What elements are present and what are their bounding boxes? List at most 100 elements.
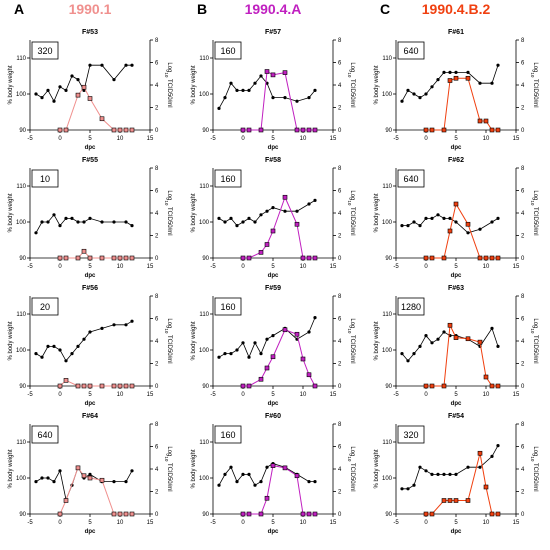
titer-point [99,383,105,389]
titer-point [483,374,489,380]
y2-label-log: Log [166,190,172,200]
body-weight-point [130,63,134,67]
y2-axis-label: Log10 TCID50/ml [531,62,539,107]
y2-axis-label: Log10 TCID50/ml [531,190,539,235]
column-letter: A [14,1,24,17]
body-weight-point [235,88,239,92]
x-axis-label: dpc [268,145,279,151]
x-tick-label: 5 [271,392,275,398]
body-weight-point [100,63,104,67]
x-axis-label: dpc [85,529,96,535]
y2-label-unit: TCID50/ml [349,205,355,235]
panel-title: F#56 [82,285,98,292]
body-weight-point [130,469,134,473]
body-weight-point [40,96,44,100]
x-tick-label: -5 [393,520,399,526]
body-weight-point [229,352,233,356]
body-weight-point [124,323,128,327]
titer-value: 1280 [401,302,421,312]
body-weight-point [223,352,227,356]
y2-tick-label: 2 [521,106,525,112]
body-weight-point [46,476,50,480]
y2-tick-label: 8 [155,294,159,300]
x-tick-label: 0 [424,520,428,526]
titer-line [243,329,316,387]
x-axis-label: dpc [85,145,96,151]
titer-point [246,383,252,389]
titer-point [87,255,93,261]
y2-tick-label: 6 [155,189,159,195]
y-tick-label: 90 [385,128,392,134]
titer-point [465,221,471,227]
x-axis-label: dpc [268,401,279,407]
body-weight-line [218,317,316,359]
body-weight-point [112,220,116,224]
x-tick-label: 0 [58,520,62,526]
titer-line [426,453,498,515]
body-weight-point [88,63,92,67]
titer-point [489,255,495,261]
x-tick-label: -5 [210,264,216,270]
body-weight-point [424,469,428,473]
titer-value: 160 [220,174,235,184]
y-axis-label: % body weight [191,449,197,488]
y2-label-sub: 10 [165,328,170,334]
x-tick-label: 10 [483,520,490,526]
titer-point [495,127,501,133]
panel-title: F#57 [265,29,281,36]
panel-title: F#62 [448,157,464,164]
body-weight-point [88,216,92,220]
body-weight-point [442,330,446,334]
x-tick-label: 15 [513,392,520,398]
x-axis-label: dpc [451,401,462,407]
titer-point [441,127,447,133]
titer-point [294,331,300,337]
y-tick-label: 100 [199,476,210,482]
y-tick-label: 100 [382,220,393,226]
y2-tick-label: 2 [155,234,159,240]
body-weight-point [490,326,494,330]
titer-box [31,297,59,316]
y-tick-label: 100 [16,476,27,482]
titer-line [426,77,498,131]
titer-point [57,127,63,133]
body-weight-point [40,355,44,359]
y2-label-sub: 10 [348,200,353,206]
body-weight-point [247,88,251,92]
body-weight-point [412,92,416,96]
titer-point [240,511,246,517]
body-weight-point [430,216,434,220]
titer-point [264,365,270,371]
x-tick-label: 5 [271,520,275,526]
body-weight-point [88,472,92,476]
body-weight-point [100,326,104,330]
x-tick-label: 15 [147,264,154,270]
body-weight-point [436,472,440,476]
body-weight-point [490,454,494,458]
body-weight-point [313,88,317,92]
titer-point [123,255,129,261]
y-axis-label: % body weight [191,321,197,360]
x-tick-label: 15 [147,136,154,142]
titer-box [397,41,425,60]
titer-point [258,511,264,517]
y2-tick-label: 4 [338,467,342,473]
x-tick-label: 10 [117,392,124,398]
y2-label-sub: 10 [165,200,170,206]
x-tick-label: -5 [27,520,33,526]
titer-point [264,69,270,74]
x-tick-label: 10 [300,392,307,398]
y2-tick-label: 4 [521,339,525,345]
body-weight-point [217,216,221,220]
y2-label-unit: TCID50/ml [532,77,538,107]
x-tick-label: 10 [300,136,307,142]
titer-point [300,356,306,362]
x-tick-label: 5 [454,264,458,270]
body-weight-point [100,220,104,224]
x-axis-label: dpc [451,273,462,279]
chart-panel: F#64 -5 0 5 10 15 90 100 110 0 2 4 6 8 % body weight Lo… [8,413,172,535]
titer-point [453,75,459,81]
body-weight-point [271,96,275,100]
titer-point [453,335,459,340]
y-tick-label: 110 [199,56,209,62]
